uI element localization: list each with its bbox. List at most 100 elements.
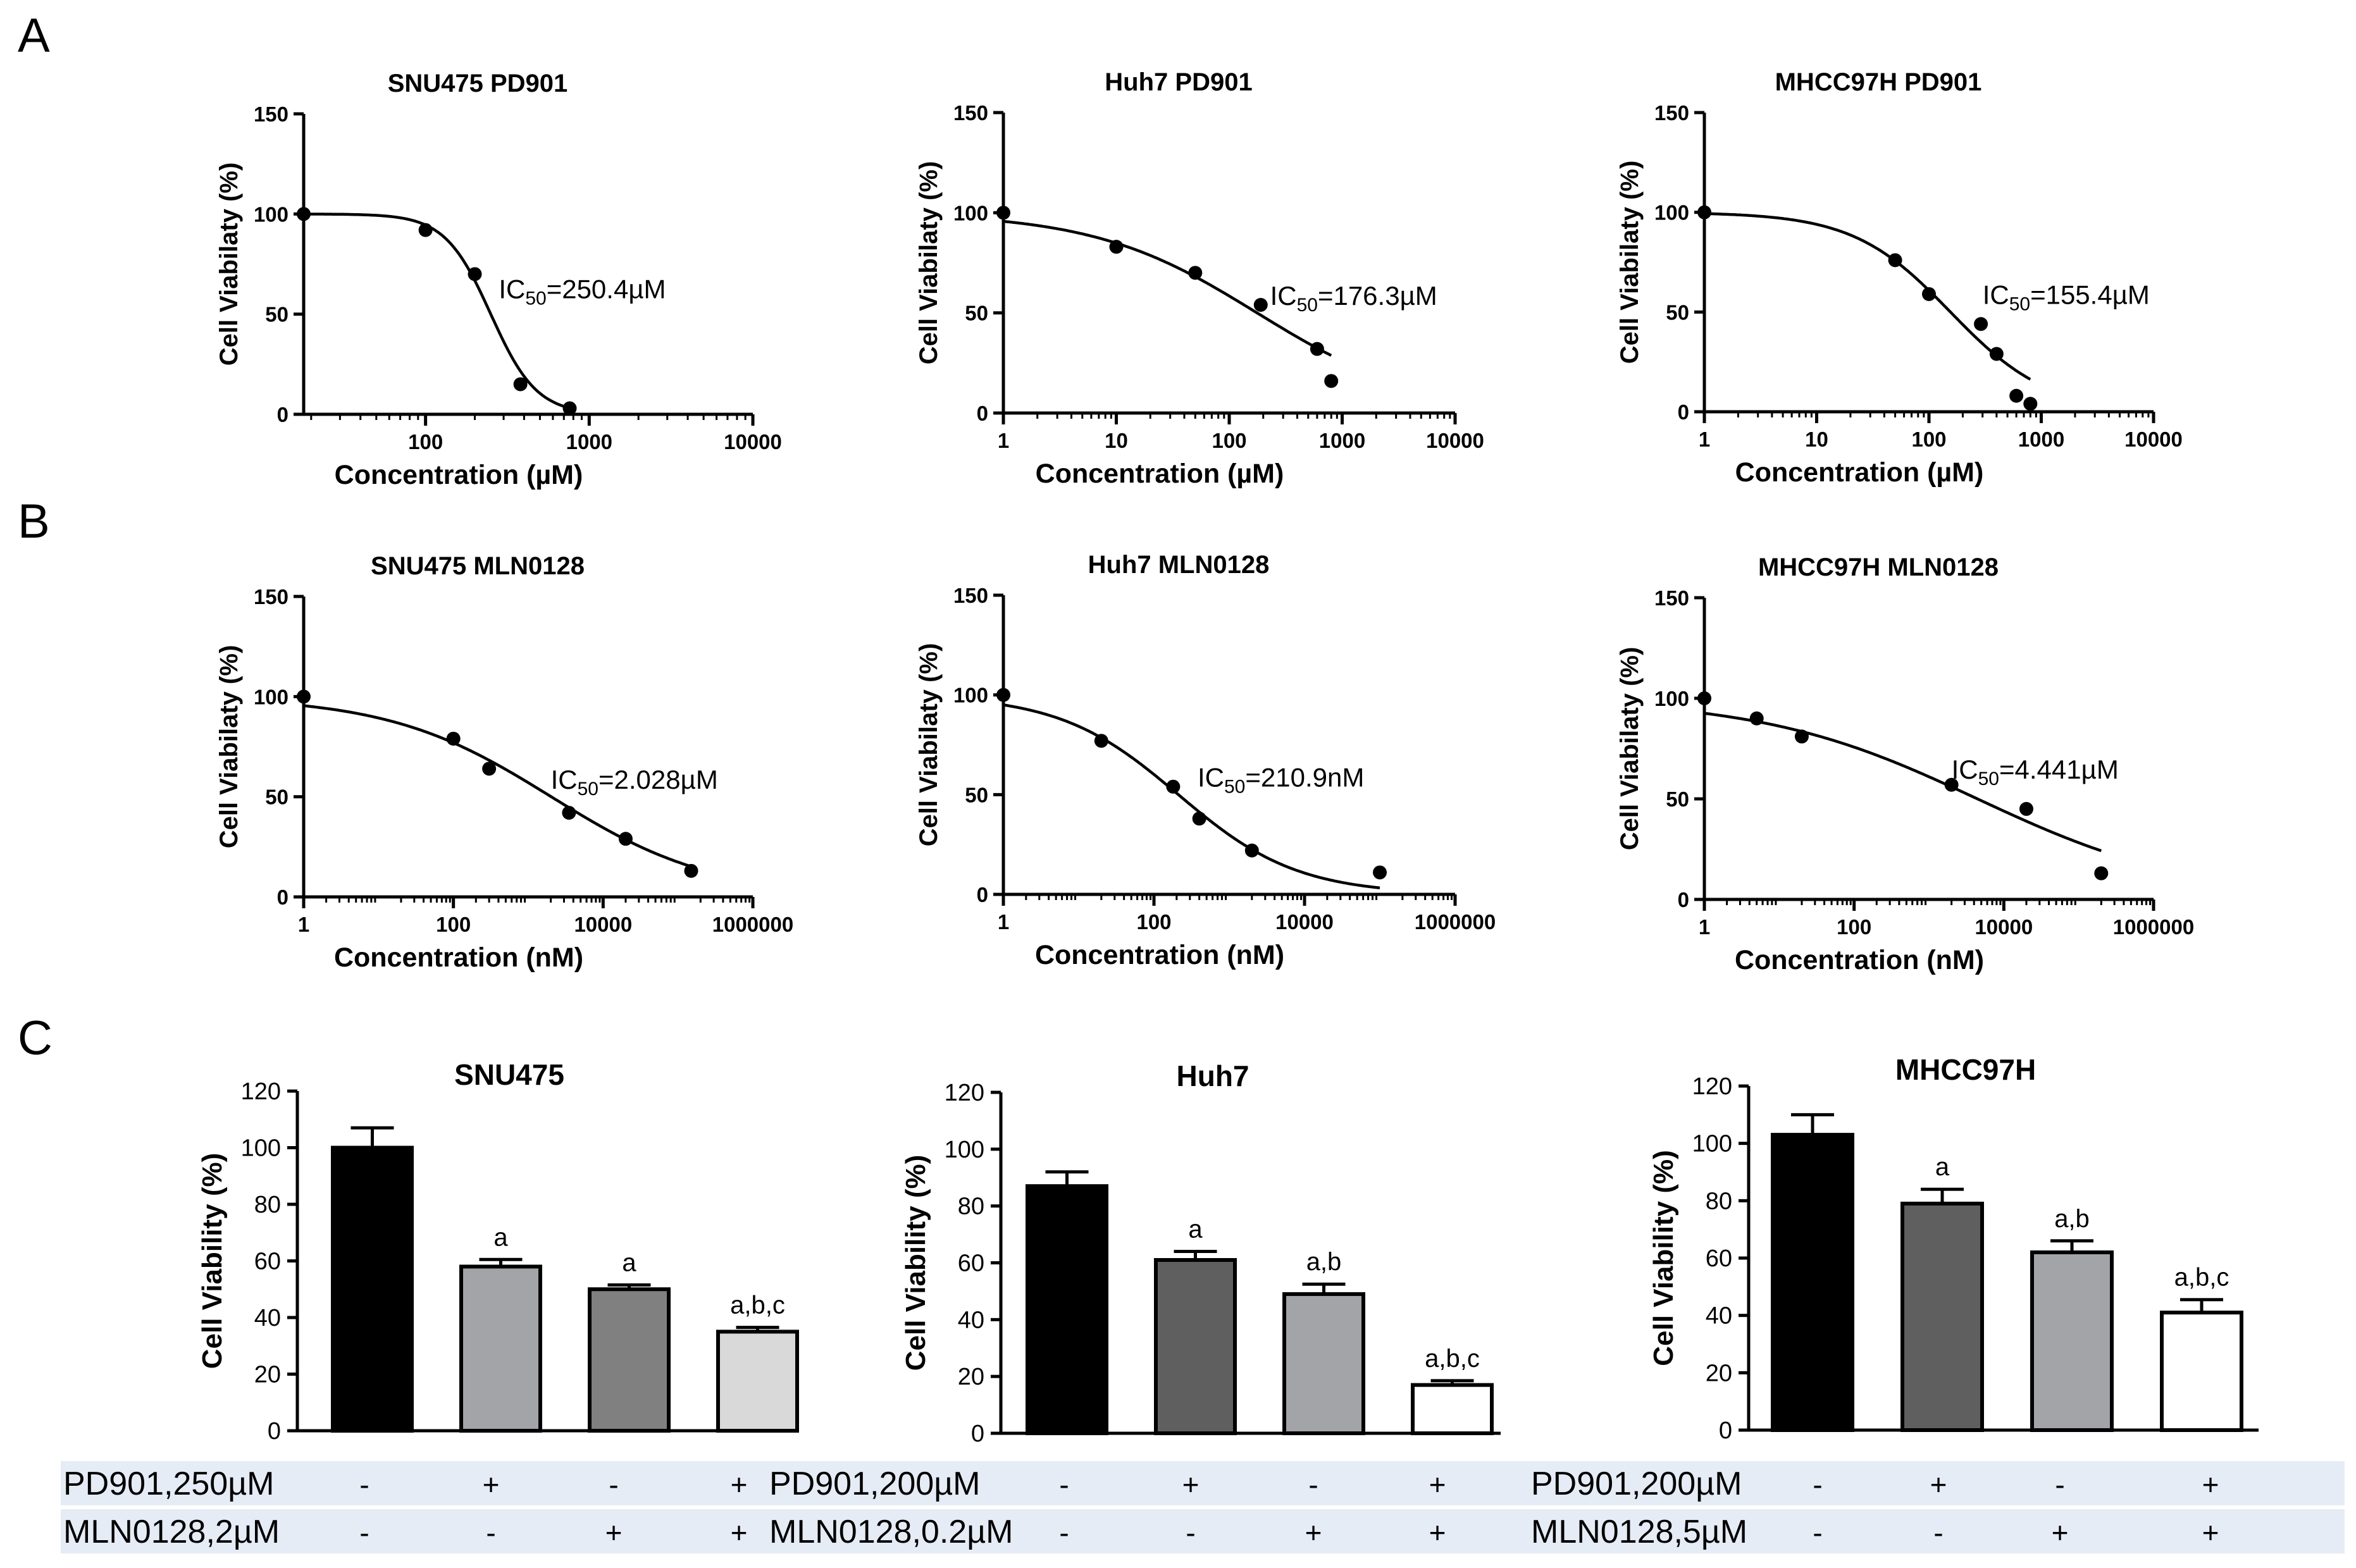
data-point: [482, 762, 497, 776]
treatment-label: MLN0128,5µM: [1531, 1514, 1747, 1550]
chart-title: Huh7 MLN0128: [1088, 551, 1270, 579]
ic50-prefix: IC: [1952, 755, 1978, 784]
ic50-label: IC50=2.028µM: [551, 765, 718, 799]
y-tick-label: 100: [945, 1137, 984, 1163]
data-point: [562, 806, 576, 820]
treatment-cell: +: [2202, 1468, 2219, 1501]
y-tick-label: 50: [1666, 787, 1689, 811]
y-tick-label: 150: [1654, 101, 1689, 125]
y-tick-label: 0: [1719, 1417, 1732, 1444]
x-tick-label: 100: [1136, 910, 1171, 934]
fit-curve: [1003, 219, 1332, 357]
y-axis-label: Cell Viabilaty (%): [1616, 647, 1644, 851]
y-tick-label: 20: [254, 1362, 281, 1388]
y-tick-label: 50: [1666, 300, 1689, 324]
data-point: [1944, 777, 1959, 792]
y-tick-label: 80: [254, 1192, 281, 1218]
x-axis-label: Concentration (µM): [1735, 457, 1984, 488]
y-tick-label: 0: [977, 883, 988, 906]
data-point: [1253, 298, 1268, 312]
x-tick-label: 10000: [1975, 915, 2033, 939]
y-tick-label: 100: [1692, 1131, 1732, 1157]
data-point: [2023, 397, 2038, 411]
bar: [1771, 1133, 1854, 1432]
ic50-value: =2.028µM: [598, 765, 718, 794]
y-tick-label: 100: [1654, 687, 1689, 710]
ic50-prefix: IC: [499, 274, 525, 304]
y-axis-label: Cell Viability (%): [197, 1153, 228, 1369]
data-point: [1310, 342, 1324, 356]
treatment-cell: -: [486, 1516, 495, 1549]
chart-title: Huh7 PD901: [1105, 68, 1252, 96]
y-tick-label: 100: [254, 202, 288, 226]
y-tick-label: 100: [953, 684, 988, 707]
treatment-cell: -: [1186, 1516, 1195, 1549]
y-tick-label: 150: [1654, 586, 1689, 610]
bar: [2030, 1250, 2114, 1433]
x-tick-label: 100: [1837, 915, 1871, 939]
bar: [459, 1264, 542, 1433]
y-tick-label: 150: [953, 101, 988, 125]
data-point: [468, 267, 482, 281]
y-tick-label: 40: [958, 1307, 984, 1333]
ic50-value: =4.441µM: [1999, 755, 2119, 784]
y-tick-label: 0: [268, 1418, 281, 1445]
ic50-subscript: 50: [525, 288, 546, 309]
x-tick-label: 10000: [574, 913, 632, 936]
x-tick-label: 10000: [2124, 428, 2183, 451]
x-tick-label: 1: [1699, 428, 1710, 451]
y-tick-label: 60: [254, 1249, 281, 1275]
treatment-cell: -: [1813, 1468, 1822, 1501]
ic50-subscript: 50: [2009, 294, 2030, 315]
treatment-cell: +: [605, 1516, 623, 1549]
x-tick-label: 10: [1805, 428, 1828, 451]
bar: [1900, 1201, 1984, 1433]
x-axis-label: Concentration (µM): [1036, 459, 1284, 489]
y-tick-label: 0: [277, 886, 288, 909]
significance-label: a,b: [2054, 1205, 2090, 1233]
significance-label: a,b,c: [2174, 1264, 2229, 1292]
data-point: [513, 377, 528, 392]
chart-title: MHCC97H PD901: [1775, 68, 1982, 96]
data-point: [1749, 711, 1764, 725]
x-axis-label: Concentration (nM): [1735, 945, 1984, 975]
treatment-cell: +: [2052, 1516, 2069, 1549]
bar: [2160, 1311, 2243, 1432]
data-point: [1794, 729, 1809, 744]
significance-label: a: [1188, 1216, 1203, 1244]
treatment-cell: +: [1429, 1516, 1446, 1549]
data-point: [1888, 253, 1902, 268]
treatment-label: PD901,250µM: [63, 1466, 274, 1502]
treatment-cell: -: [609, 1468, 618, 1501]
y-tick-label: 50: [265, 303, 288, 326]
ic50-prefix: IC: [551, 765, 578, 794]
significance-label: a,b,c: [1425, 1345, 1480, 1373]
x-tick-label: 10000: [1426, 429, 1484, 452]
y-tick-label: 20: [958, 1364, 984, 1390]
fit-curve: [304, 213, 571, 410]
chart-c3: 0 20 40 60 80 100 120 a a,b a,b,c MHCC97H Cell Viab…: [1648, 1053, 2259, 1444]
data-point: [2094, 866, 2109, 880]
bar: [1026, 1184, 1108, 1435]
x-tick-label: 100: [436, 913, 471, 936]
x-tick-label: 1000000: [2113, 915, 2194, 939]
ic50-subscript: 50: [1297, 295, 1318, 316]
y-tick-label: 50: [965, 783, 988, 806]
x-tick-label: 1: [298, 913, 309, 936]
significance-label: a: [622, 1249, 636, 1277]
y-tick-label: 100: [241, 1135, 281, 1162]
treatment-cell: +: [483, 1468, 500, 1501]
fit-curve: [1003, 703, 1380, 889]
treatment-label: MLN0128,2µM: [63, 1514, 280, 1550]
data-point: [446, 731, 461, 746]
y-tick-label: 0: [977, 402, 988, 425]
y-tick-label: 150: [953, 584, 988, 607]
table-row-band: [61, 1509, 2345, 1553]
y-tick-label: 100: [254, 685, 288, 708]
panel-label-a: A: [18, 9, 50, 63]
y-axis-label: Cell Viabilaty (%): [215, 645, 243, 849]
data-point: [297, 689, 311, 704]
